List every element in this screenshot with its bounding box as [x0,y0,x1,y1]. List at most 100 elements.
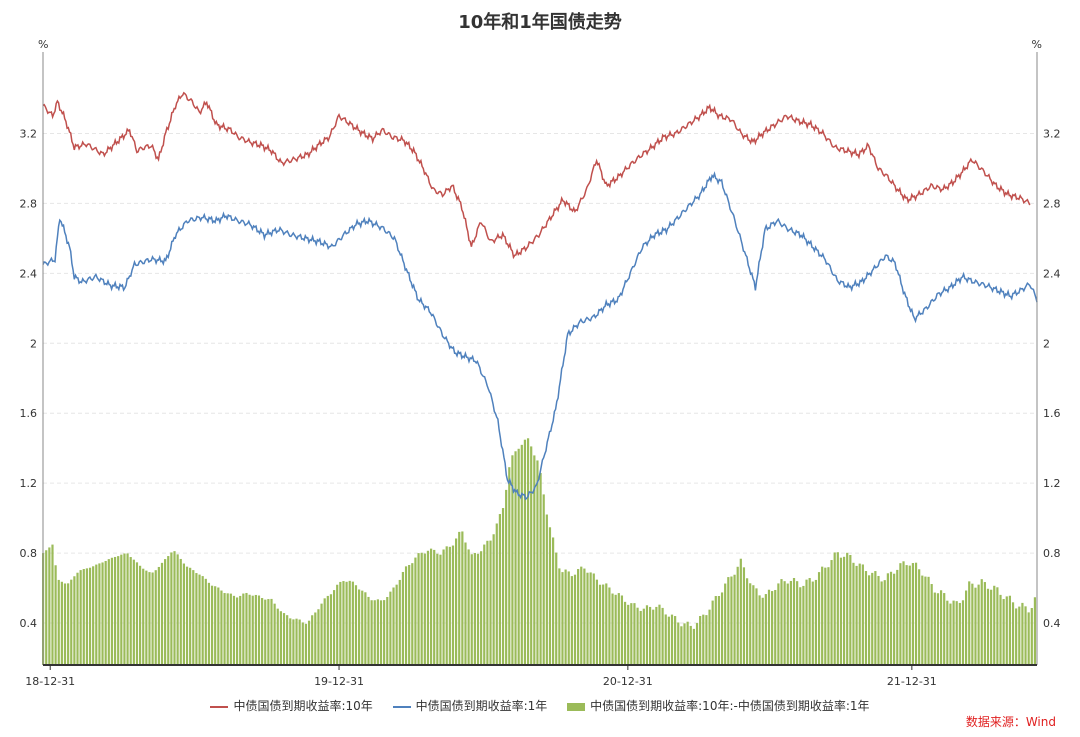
spread-bar [298,619,301,665]
spread-bar [98,563,101,665]
legend-swatch-ten-year [210,705,229,708]
spread-bar [423,553,426,665]
spread-bar [689,625,692,665]
legend-label-spread: 中债国债到期收益率:10年:-中债国债到期收益率:1年 [590,699,870,713]
spread-bar [520,444,523,665]
y-tick-label-right: 0.8 [1043,547,1061,560]
y-tick-label-right: 2 [1043,337,1050,350]
spread-bar [752,585,755,665]
legend: 中债国债到期收益率:10年 中债国债到期收益率:1年 中债国债到期收益率:10年… [0,697,1080,714]
spread-bar [799,587,802,665]
spread-bar [874,571,877,665]
spread-bar [592,573,595,665]
spread-bar [817,572,821,665]
spread-bar [999,594,1002,665]
spread-bar [993,585,996,665]
spread-bar [1011,602,1015,665]
spread-bar [289,618,292,665]
x-tick-label: 20-12-31 [603,675,653,688]
spread-bar [958,602,961,665]
spread-bar [489,540,492,665]
chart-title: 10年和1年国债走势 [458,12,622,33]
x-tick-label: 19-12-31 [314,675,364,688]
spread-bar [270,598,273,665]
spread-bar [182,563,185,665]
spread-bar [711,600,714,665]
spread-bar [523,439,527,665]
legend-item-ten-year[interactable]: 中债国债到期收益率:10年 [210,697,373,714]
spread-bar [868,575,871,665]
spread-bar [924,576,927,665]
spread-bar [179,558,182,665]
spread-bar [217,587,220,665]
spread-bar [395,584,398,665]
spread-bar [739,558,742,665]
spread-bar [483,544,486,665]
spread-bar [160,562,164,665]
spread-bar [564,569,567,665]
spread-bar [207,582,211,665]
spread-bar [76,572,79,665]
spread-bar [883,580,886,665]
spread-bar [242,593,245,665]
y-tick-label-right: 1.6 [1043,407,1061,420]
spread-bar [467,549,470,665]
spread-bar [433,549,436,665]
spread-bar [1008,595,1012,665]
spread-bar [323,598,326,665]
y-tick-label-left: 3.2 [20,127,38,140]
spread-bar [257,595,261,665]
spread-bar [821,566,824,665]
spread-bar [827,567,830,665]
spread-bar [965,590,968,665]
spread-bar [839,557,843,665]
spread-bar [495,523,498,665]
spread-bar [871,572,874,665]
spread-bar [145,570,148,665]
spread-bar [376,599,379,665]
spread-bar [830,560,833,665]
spread-bar [921,575,924,665]
spread-bar [792,577,796,665]
spread-bar [745,578,749,665]
x-tick-label: 21-12-31 [887,675,937,688]
spread-bar [548,527,552,665]
spread-bar [595,579,598,665]
spread-bar [551,537,555,665]
spread-bar [451,545,455,665]
spread-bar [104,560,107,665]
spread-bar [886,573,889,665]
spread-bar [580,566,583,665]
spread-bar [780,579,783,665]
spread-bar [95,564,98,665]
y-tick-label-left: 2.4 [20,267,38,280]
spread-bar [54,565,57,665]
spread-bar [110,557,114,665]
spread-bar [420,552,423,665]
spread-bar [88,567,92,665]
spread-bar [101,562,104,665]
spread-bar [514,451,517,665]
spread-bar [329,594,333,665]
spread-bar [286,615,289,665]
spread-bar [530,446,533,665]
spread-bar [849,554,852,665]
spread-bar [123,553,126,665]
legend-item-spread[interactable]: 中债国债到期收益率:10年:-中债国债到期收益率:1年 [567,697,870,714]
legend-item-one-year[interactable]: 中债国债到期收益率:1年 [392,697,547,714]
spread-bar [164,559,167,665]
yield-lines [42,91,1038,501]
spread-bar [645,605,649,665]
spread-bar [736,566,739,665]
spread-bar [642,608,645,665]
spread-bar [627,604,630,665]
spread-bar [602,584,605,665]
spread-bar [586,572,589,665]
spread-bar [63,583,67,665]
spread-bar [282,613,286,665]
spread-bar [51,544,54,665]
spread-bar [555,552,558,665]
spread-bar [232,595,236,665]
spread-bar [786,583,789,665]
spread-bar [214,586,217,665]
